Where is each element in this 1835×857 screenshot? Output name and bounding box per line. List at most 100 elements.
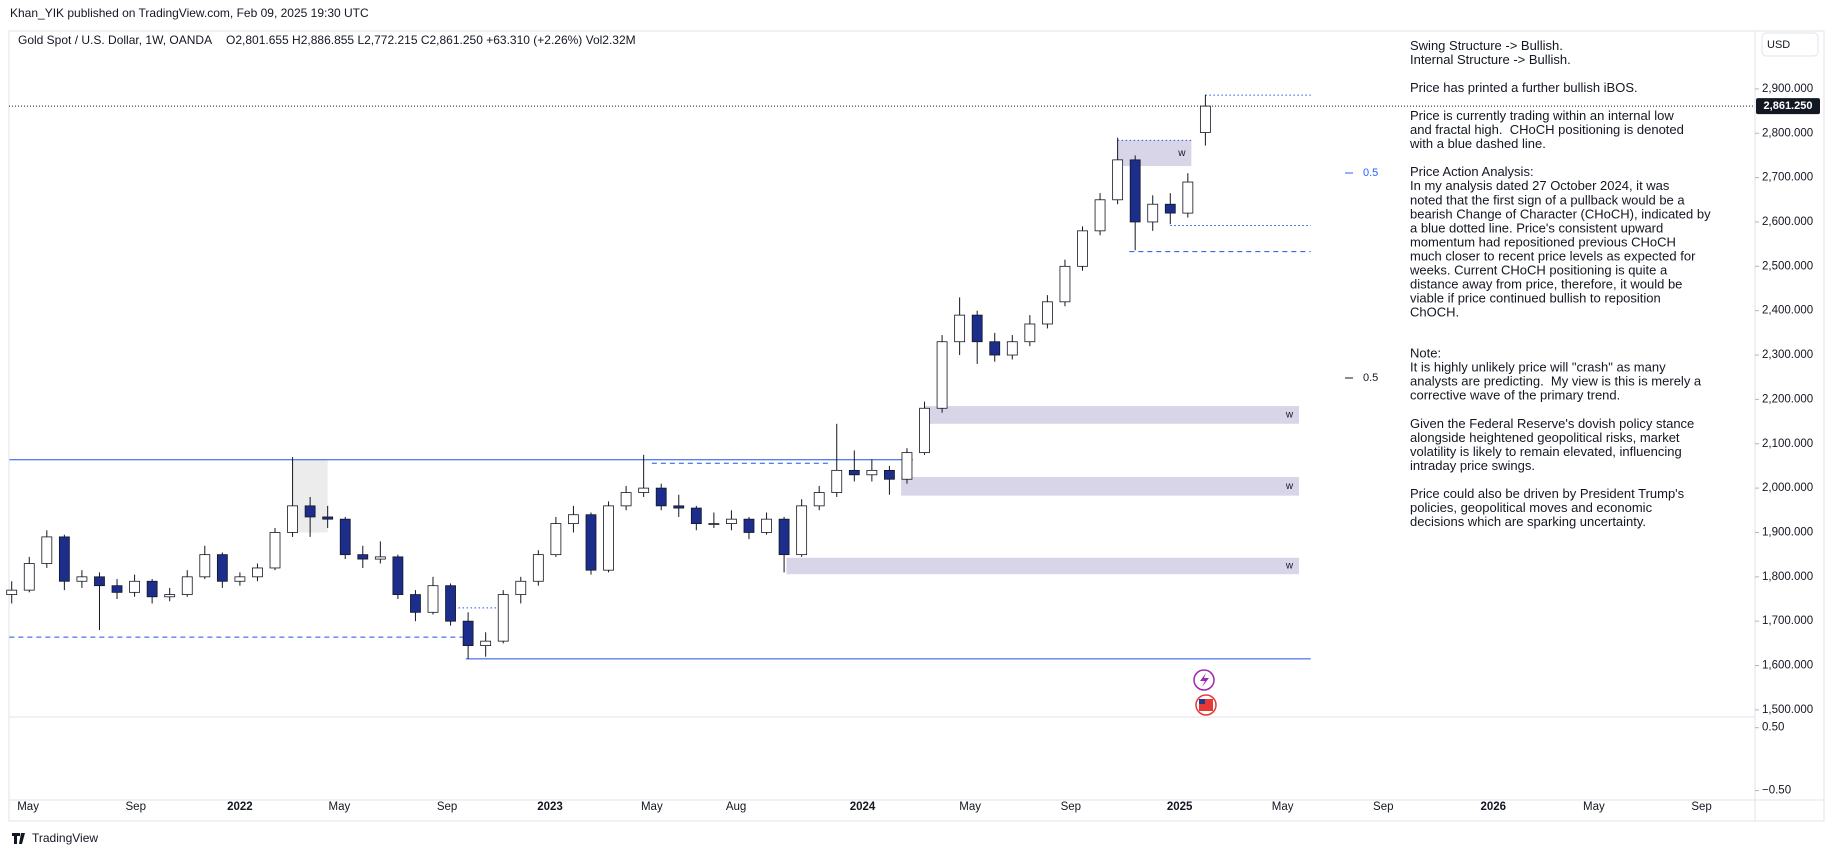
candle-body	[146, 580, 158, 598]
last-price-label: 2,861.250	[1764, 100, 1813, 112]
y-tick-label: 2,300.000	[1762, 349, 1813, 361]
candle-body	[603, 505, 614, 571]
y-tick-label: 2,700.000	[1762, 172, 1813, 184]
last-price-box	[1756, 98, 1820, 115]
candle-body	[304, 505, 316, 518]
annotation-line: It is highly unlikely price will "crash"…	[1410, 360, 1666, 375]
candle-body	[1042, 301, 1053, 325]
currency-button[interactable]	[1761, 32, 1819, 57]
x-tick-label: Sep	[126, 801, 146, 813]
candle-body	[23, 563, 35, 591]
annotation-line: a blue dotted line. Price's consistent u…	[1410, 221, 1663, 236]
x-tick-label: May	[641, 801, 663, 813]
candle-body	[550, 523, 562, 556]
candle-body	[1024, 323, 1036, 343]
zone-label: w	[1285, 561, 1294, 572]
candle-body	[357, 554, 369, 560]
x-tick-label: May	[1272, 801, 1294, 813]
candle-body	[374, 556, 386, 560]
y-tick-label: 1,700.000	[1762, 615, 1813, 627]
y-tick-label: 2,800.000	[1762, 127, 1813, 139]
symbol-name: Gold Spot / U.S. Dollar, 1W, OANDA	[18, 33, 212, 47]
fib-label: 0.5	[1363, 372, 1378, 384]
annotation-paragraph: Price is currently trading within an int…	[1409, 108, 1684, 151]
annotation-line: In my analysis dated 27 October 2024, it…	[1410, 179, 1670, 194]
candle-body	[1006, 341, 1018, 356]
y-tick-label: 2,500.000	[1762, 260, 1813, 272]
annotation-line: volatility is likely to remain elevated,…	[1410, 444, 1682, 459]
annotation-paragraph: Price has printed a further bullish iBOS…	[1410, 80, 1638, 95]
zone-label: w	[1177, 148, 1186, 159]
candle-body	[778, 518, 790, 556]
currency-label[interactable]: USD	[1767, 39, 1790, 51]
candle-body	[515, 580, 527, 595]
x-tick-label: Sep	[1061, 801, 1081, 813]
candle-body	[41, 536, 53, 564]
candle-body	[181, 576, 193, 595]
candle-body	[6, 589, 18, 595]
candle-body	[1164, 203, 1176, 214]
candle-body	[1182, 181, 1194, 214]
x-tick-label: 2022	[227, 801, 253, 813]
x-tick-label: 2025	[1167, 801, 1193, 813]
annotation-line: and fractal high. CHoCH positioning is d…	[1410, 123, 1684, 138]
candle-body	[199, 554, 211, 578]
annotation-line: bearish Change of Character (CHoCH), ind…	[1410, 207, 1711, 222]
candle-body	[1112, 159, 1124, 201]
candle-body	[796, 505, 808, 556]
candle-body	[901, 452, 913, 480]
x-tick-label: May	[959, 801, 981, 813]
chart-frame	[8, 30, 1825, 822]
candle-body	[339, 518, 351, 556]
x-tick-label: 2023	[537, 801, 563, 813]
candle-body	[989, 341, 1001, 356]
x-tick-label: Sep	[1373, 801, 1393, 813]
candle-body	[971, 314, 983, 343]
candle-body	[497, 594, 509, 642]
annotation-line: intraday price swings.	[1410, 458, 1535, 473]
candle-body	[831, 469, 843, 493]
annotation-line: Internal Structure -> Bullish.	[1410, 52, 1571, 67]
candle-body	[919, 407, 930, 454]
y-tick-label: 2,400.000	[1762, 305, 1813, 317]
fib-label: 0.5	[1363, 167, 1378, 179]
candle-body	[1059, 265, 1071, 303]
candle-body	[252, 567, 263, 578]
candle-body	[936, 341, 948, 409]
candle-body	[287, 505, 298, 533]
candle-body	[1094, 199, 1106, 232]
candle-body	[1129, 159, 1141, 223]
lightning-icon	[1200, 673, 1209, 687]
candle-body	[94, 576, 105, 587]
candle-body	[620, 492, 632, 507]
candle-body	[129, 580, 140, 593]
candle-body	[568, 514, 579, 524]
candle-body	[445, 585, 456, 622]
candle-body	[743, 518, 755, 533]
annotation-line: weeks. Current CHoCH positioning is quit…	[1409, 263, 1668, 278]
candle-body	[655, 487, 667, 507]
x-tick-label: Sep	[1691, 801, 1711, 813]
x-tick-label: 2026	[1480, 801, 1506, 813]
candle-body	[848, 469, 860, 476]
candle-body	[480, 640, 492, 646]
x-tick-label: Aug	[726, 801, 746, 813]
zone-label: w	[1285, 481, 1294, 492]
annotation-line: decisions which are sparking uncertainty…	[1410, 515, 1646, 530]
annotation-paragraph: Note: It is highly unlikely price will "c…	[1410, 346, 1702, 403]
candle-body	[866, 469, 878, 476]
annotation-paragraph: Price could also be driven by President …	[1410, 486, 1685, 529]
candle-body	[269, 532, 281, 569]
annotation-line: Price Action Analysis:	[1410, 165, 1534, 180]
annotation-line: noted that the first sign of a pullback …	[1410, 193, 1685, 208]
candle-body	[673, 505, 685, 509]
annotation-paragraph: Price Action Analysis: In my analysis dat…	[1409, 165, 1711, 320]
annotation-line: Swing Structure -> Bullish.	[1410, 38, 1563, 53]
candle-body	[690, 507, 702, 524]
annotation-line: policies, geopolitical moves and economi…	[1410, 501, 1653, 516]
y-tick-label: 2,100.000	[1762, 438, 1813, 450]
y-tick-label: 2,200.000	[1762, 393, 1813, 405]
y-tick-label: 2,900.000	[1762, 83, 1813, 95]
annotation-line: distance away from price, therefore, it …	[1410, 277, 1682, 292]
